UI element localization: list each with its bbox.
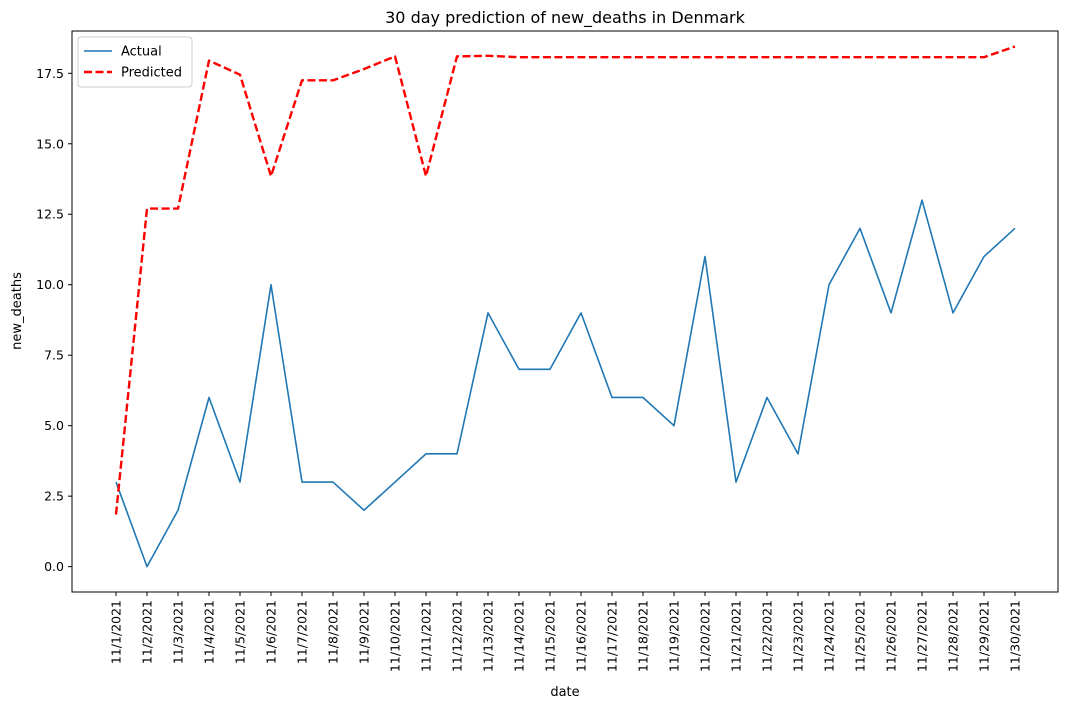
x-tick-label: 11/28/2021 [946,600,961,672]
y-tick-label: 0.0 [44,559,64,574]
series-line-predicted [114,45,1016,515]
x-tick-label: 11/14/2021 [512,600,527,672]
x-tick-label: 11/8/2021 [326,600,341,664]
y-tick-label: 7.5 [44,348,64,363]
legend-label-predicted: Predicted [121,66,182,81]
x-tick-label: 11/24/2021 [822,600,837,672]
x-tick-label: 11/26/2021 [884,600,899,672]
x-tick-label: 11/10/2021 [388,600,403,672]
legend-label-actual: Actual [121,45,162,60]
x-tick-label: 11/30/2021 [1008,600,1023,672]
y-axis-label: new_deaths [10,272,25,350]
x-tick-label: 11/12/2021 [450,600,465,672]
x-tick-label: 11/13/2021 [481,600,496,672]
x-tick-label: 11/29/2021 [977,600,992,672]
x-axis-label: date [550,685,579,700]
series-line-actual [115,199,1016,568]
x-tick-label: 11/2/2021 [140,600,155,664]
x-tick-label: 11/15/2021 [543,600,558,672]
x-tick-label: 11/4/2021 [202,600,217,664]
y-tick-label: 2.5 [44,489,64,504]
x-tick-label: 11/19/2021 [667,600,682,672]
x-tick-label: 11/1/2021 [109,600,124,664]
x-tick-label: 11/5/2021 [233,600,248,664]
y-tick-label: 17.5 [36,66,64,81]
x-tick-label: 11/11/2021 [419,600,434,672]
x-tick-label: 11/16/2021 [574,600,589,672]
x-tick-label: 11/18/2021 [636,600,651,672]
x-tick-label: 11/25/2021 [853,600,868,672]
x-tick-label: 11/6/2021 [264,600,279,664]
y-tick-label: 5.0 [44,418,64,433]
x-tick-label: 11/27/2021 [915,600,930,672]
x-tick-label: 11/3/2021 [171,600,186,664]
x-tick-label: 11/7/2021 [295,600,310,664]
x-tick-label: 11/23/2021 [791,600,806,672]
legend-box [77,36,193,88]
x-tick-label: 11/17/2021 [605,600,620,672]
x-tick-label: 11/22/2021 [760,600,775,672]
series-layer [114,45,1016,568]
plot-area-frame [71,30,1059,593]
y-axis: 0.0 2.5 5.0 7.5 10.0 12.5 15.0 17.5 [36,66,72,574]
y-tick-label: 15.0 [36,136,64,151]
chart-title: 30 day prediction of new_deaths in Denma… [385,8,745,28]
y-tick-label: 12.5 [36,207,64,222]
x-axis: 11/1/2021 11/2/2021 11/3/2021 11/4/2021 11/5… [109,592,1023,672]
legend: Actual Predicted [77,36,193,88]
y-tick-label: 10.0 [36,277,64,292]
x-tick-label: 11/9/2021 [357,600,372,664]
x-tick-label: 11/20/2021 [698,600,713,672]
x-tick-label: 11/21/2021 [729,600,744,672]
